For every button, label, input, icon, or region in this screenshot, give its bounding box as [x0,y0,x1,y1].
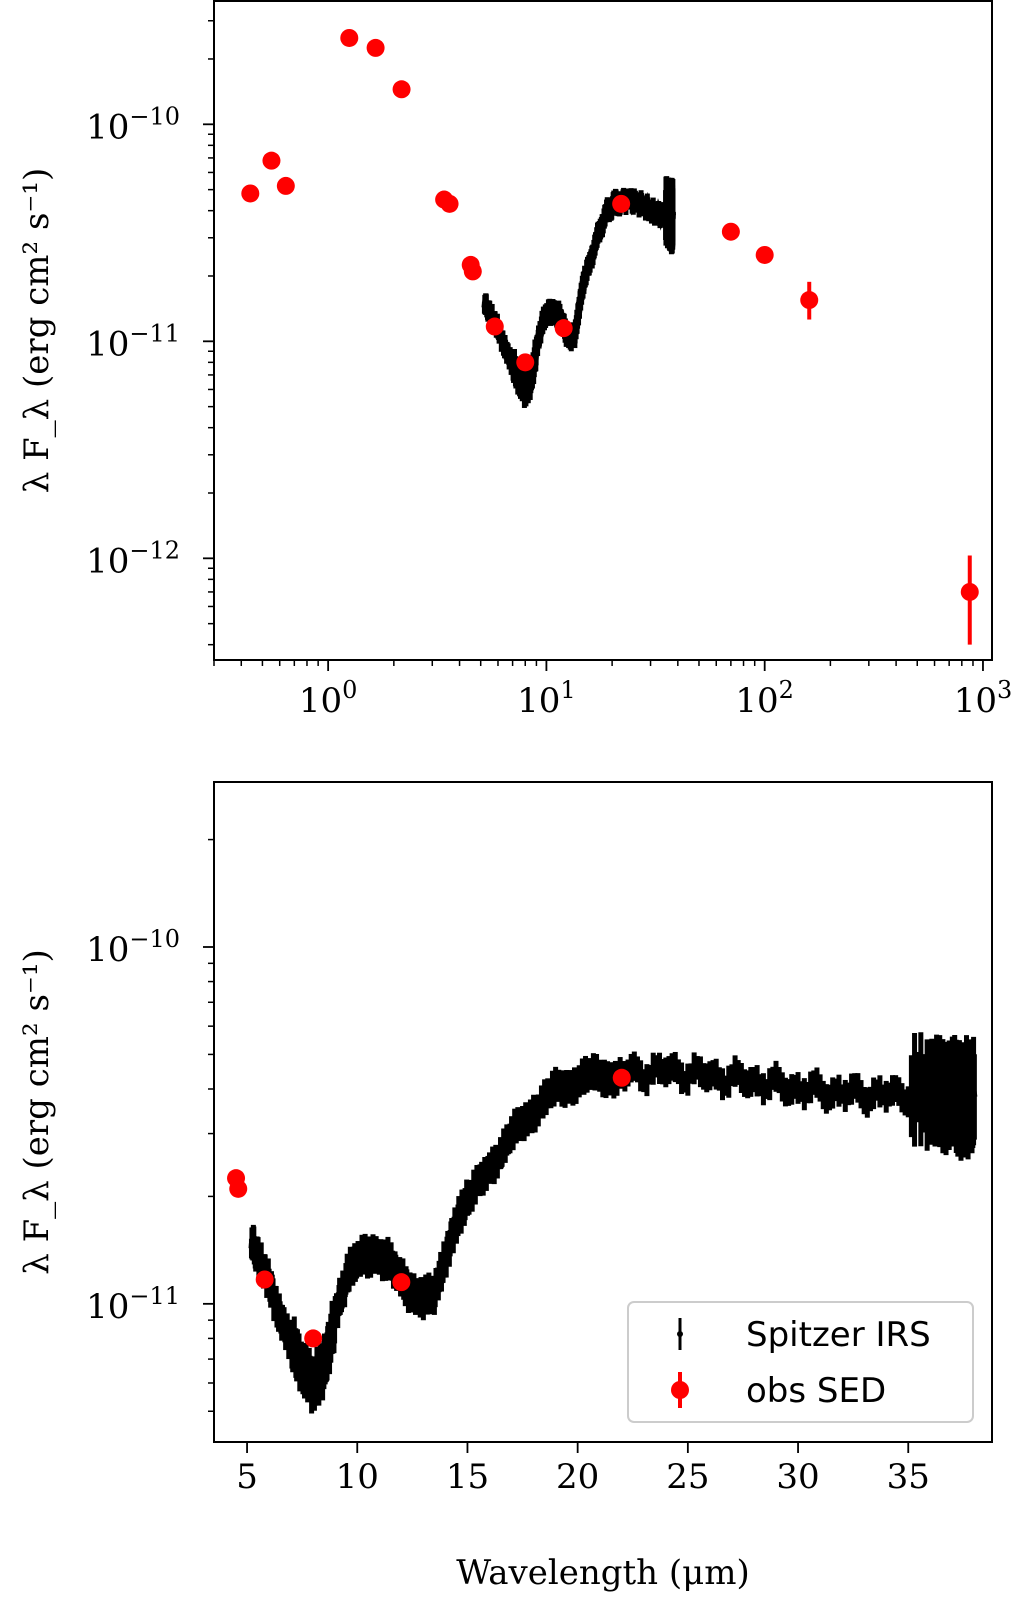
x-tick-label-exp: 0 [342,676,357,704]
x-tick-label-base: 10 [299,681,342,721]
sed-point [276,176,295,195]
sed-point [960,582,979,601]
legend-label: obs SED [746,1371,886,1411]
x-tick-label: 20 [556,1457,599,1497]
sed-point [241,184,260,203]
y-tick-label-exp: −12 [129,536,180,564]
x-tick-label-exp: 2 [779,676,794,704]
series-spitzer-irs [248,1032,978,1414]
y-tick-label: 10−10 [86,925,180,970]
x-tick-label: 5 [236,1457,258,1497]
sed-point [366,38,385,57]
y-tick-label: 10−12 [86,536,180,581]
sed-point [262,151,281,170]
sed-point [304,1329,323,1348]
sed-point [516,353,535,372]
legend-marker-irs-dot [677,1331,683,1337]
x-tick-label-base: 10 [735,681,778,721]
x-tick-label: 102 [735,676,794,721]
sed-point [229,1179,248,1198]
x-tick-label: 35 [887,1457,930,1497]
sed-point [612,1068,631,1087]
y-axis-label: λ F_λ (erg cm² s⁻¹) [17,949,57,1275]
sed-point [554,319,573,338]
legend-marker-sed-dot [671,1381,689,1399]
x-tick-label: 100 [299,676,358,721]
x-tick-label: 15 [446,1457,489,1497]
irs-spectrum-line [481,188,676,399]
sed-point [392,80,411,99]
x-tick-label-exp: 3 [997,676,1012,704]
y-tick-label: 10−11 [86,319,180,364]
x-axis-label: Wavelength (μm) [456,1553,749,1593]
y-tick-label-base: 10 [86,541,129,581]
x-tick-label-exp: 1 [560,676,575,704]
sed-point [612,194,631,213]
series-obs-sed [241,28,979,645]
sed-point [800,291,819,310]
y-tick-label-base: 10 [86,1287,129,1327]
y-tick-label-exp: −11 [129,1282,180,1310]
irs-spectrum-line [248,1062,978,1391]
sed-point [463,262,482,281]
y-tick-label-exp: −10 [129,102,180,130]
plot-area [227,1032,978,1414]
x-tick-label: 30 [776,1457,819,1497]
legend-box [627,1301,974,1423]
sed-point [392,1273,411,1292]
x-tick-label: 103 [954,676,1013,721]
sed-point [485,317,504,336]
y-tick-label-base: 10 [86,107,129,147]
x-tick-label-base: 10 [517,681,560,721]
x-tick-label: 101 [517,676,576,721]
y-tick-label-exp: −11 [129,319,180,347]
sed-point [340,28,359,47]
y-tick-label-base: 10 [86,324,129,364]
y-tick-label: 10−10 [86,102,180,147]
y-tick-label: 10−11 [86,1282,180,1327]
axes-frame [213,781,993,1443]
y-tick-label-exp: −10 [129,925,180,953]
x-tick-label: 25 [666,1457,709,1497]
legend-label: Spitzer IRS [746,1315,931,1355]
sed-point [255,1270,274,1289]
sed-point [755,245,774,264]
x-tick-label-base: 10 [954,681,997,721]
axes-frame [213,0,993,661]
sed-point [440,194,459,213]
legend: Spitzer IRS obs SED [627,1301,974,1423]
y-tick-label-base: 10 [86,930,129,970]
plot-area [241,28,979,645]
series-obs-sed [227,1068,631,1348]
x-tick-label: 10 [336,1457,379,1497]
y-axis-label: λ F_λ (erg cm² s⁻¹) [17,168,57,494]
sed-point [721,222,740,241]
